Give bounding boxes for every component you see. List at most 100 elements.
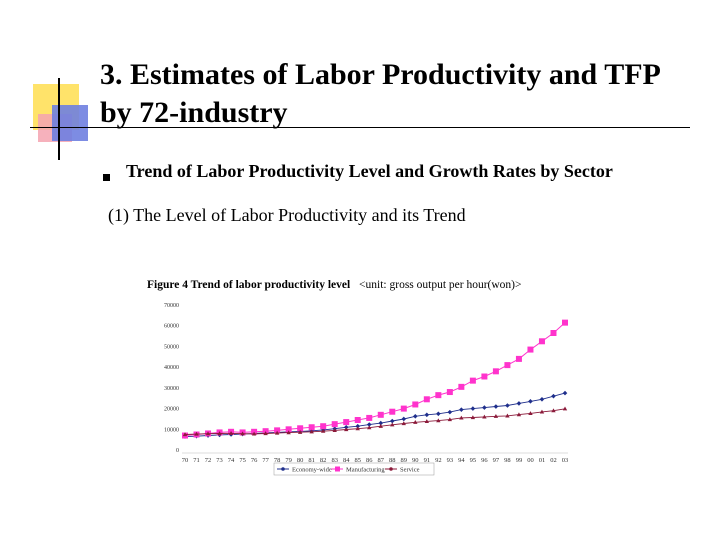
data-point	[285, 426, 292, 433]
legend-marker	[389, 467, 393, 471]
x-tick-label: 76	[251, 457, 258, 464]
data-point	[354, 417, 361, 423]
x-tick-label: 02	[550, 457, 557, 464]
data-point	[343, 419, 350, 426]
data-point	[355, 423, 361, 429]
chart-container: Figure 4 Trend of labor productivity lev…	[140, 272, 590, 492]
data-point	[528, 399, 533, 404]
data-point	[424, 419, 430, 424]
deco-horizontal-line	[30, 127, 690, 128]
data-point	[401, 416, 407, 422]
x-tick-label: 88	[389, 457, 396, 464]
chart-unit-note: <unit: gross output per hour(won)>	[359, 279, 521, 291]
data-point	[492, 368, 499, 375]
x-tick-label: 78	[274, 457, 281, 464]
data-point	[367, 425, 372, 430]
chart-title: Figure 4 Trend of labor productivity lev…	[147, 279, 522, 291]
data-point	[228, 430, 234, 435]
x-tick-label: 01	[539, 457, 546, 464]
data-point	[562, 406, 568, 411]
data-point	[459, 415, 464, 420]
data-point	[194, 431, 199, 436]
data-point	[515, 355, 522, 362]
slide-title: 3. Estimates of Labor Productivity and T…	[100, 56, 700, 132]
data-point	[389, 408, 396, 415]
y-tick-label: 30000	[164, 386, 179, 392]
data-point	[493, 413, 499, 418]
data-point	[389, 418, 395, 424]
data-point	[320, 423, 327, 430]
x-tick-label: 99	[516, 457, 523, 464]
data-point	[331, 421, 338, 428]
x-tick-label: 00	[527, 457, 534, 464]
data-point	[263, 431, 268, 436]
data-point	[505, 403, 510, 408]
data-point	[505, 413, 510, 418]
data-point	[286, 430, 291, 435]
x-tick-label: 84	[343, 457, 350, 464]
data-point	[436, 411, 441, 417]
data-point	[469, 377, 476, 384]
y-tick-label: 40000	[164, 365, 179, 371]
data-point	[447, 417, 453, 422]
subheading: (1) The Level of Labor Productivity and …	[108, 205, 466, 225]
data-point	[550, 330, 557, 336]
x-tick-label: 86	[366, 457, 373, 464]
legend-marker	[281, 467, 285, 471]
x-tick-label: 83	[331, 457, 338, 464]
data-point	[424, 412, 430, 418]
series-layer	[182, 319, 568, 439]
data-point	[539, 396, 545, 402]
data-point	[297, 425, 304, 432]
x-tick-label: 72	[205, 457, 212, 464]
data-point	[377, 411, 384, 418]
data-point	[309, 429, 314, 434]
legend: Economy-wide Manufacturing Service	[273, 462, 435, 476]
y-tick-label: 10000	[164, 427, 179, 433]
data-point	[493, 404, 499, 409]
x-tick-label: 96	[481, 457, 488, 464]
data-point	[436, 418, 441, 423]
x-tick-label: 80	[297, 457, 304, 464]
x-tick-label: 98	[504, 457, 511, 464]
x-tick-label: 74	[228, 457, 235, 464]
data-point	[423, 396, 430, 403]
data-point	[538, 338, 545, 345]
data-point	[504, 362, 511, 369]
series-line	[184, 322, 566, 436]
legend-label: Manufacturing	[346, 466, 385, 473]
x-tick-label: 94	[458, 457, 465, 464]
data-point	[332, 428, 337, 432]
y-tick-label: 20000	[164, 407, 179, 413]
data-point	[470, 415, 476, 420]
data-point	[528, 411, 533, 415]
deco-vertical-line	[58, 78, 60, 160]
x-axis: 70 71 72 73 74 75 76 77 78 79 80 81 82 83 84 85 86 87 88 89…	[182, 452, 568, 464]
x-tick-label: 85	[354, 457, 361, 464]
data-point	[378, 420, 384, 426]
series-service	[182, 406, 568, 437]
data-point	[355, 426, 360, 431]
data-point	[482, 405, 487, 410]
y-tick-label: 50000	[164, 344, 179, 350]
x-tick-label: 91	[424, 457, 431, 464]
x-tick-label: 79	[285, 457, 292, 464]
slide-title-line-1: 3. Estimates of Labor Productivity and T…	[100, 58, 661, 91]
data-point	[240, 431, 245, 436]
legend-label: Service	[400, 466, 420, 473]
x-tick-label: 73	[216, 457, 223, 464]
data-point	[482, 414, 487, 419]
data-point	[413, 419, 418, 424]
data-point	[516, 401, 522, 406]
data-point	[378, 423, 383, 428]
data-point	[274, 430, 280, 435]
data-point	[516, 412, 522, 417]
data-point	[308, 424, 315, 431]
x-tick-label: 89	[401, 457, 408, 464]
data-point	[470, 406, 476, 411]
data-point	[459, 407, 464, 412]
data-point	[551, 393, 556, 399]
data-point	[481, 373, 488, 380]
data-point	[366, 414, 373, 421]
data-point	[401, 421, 406, 426]
